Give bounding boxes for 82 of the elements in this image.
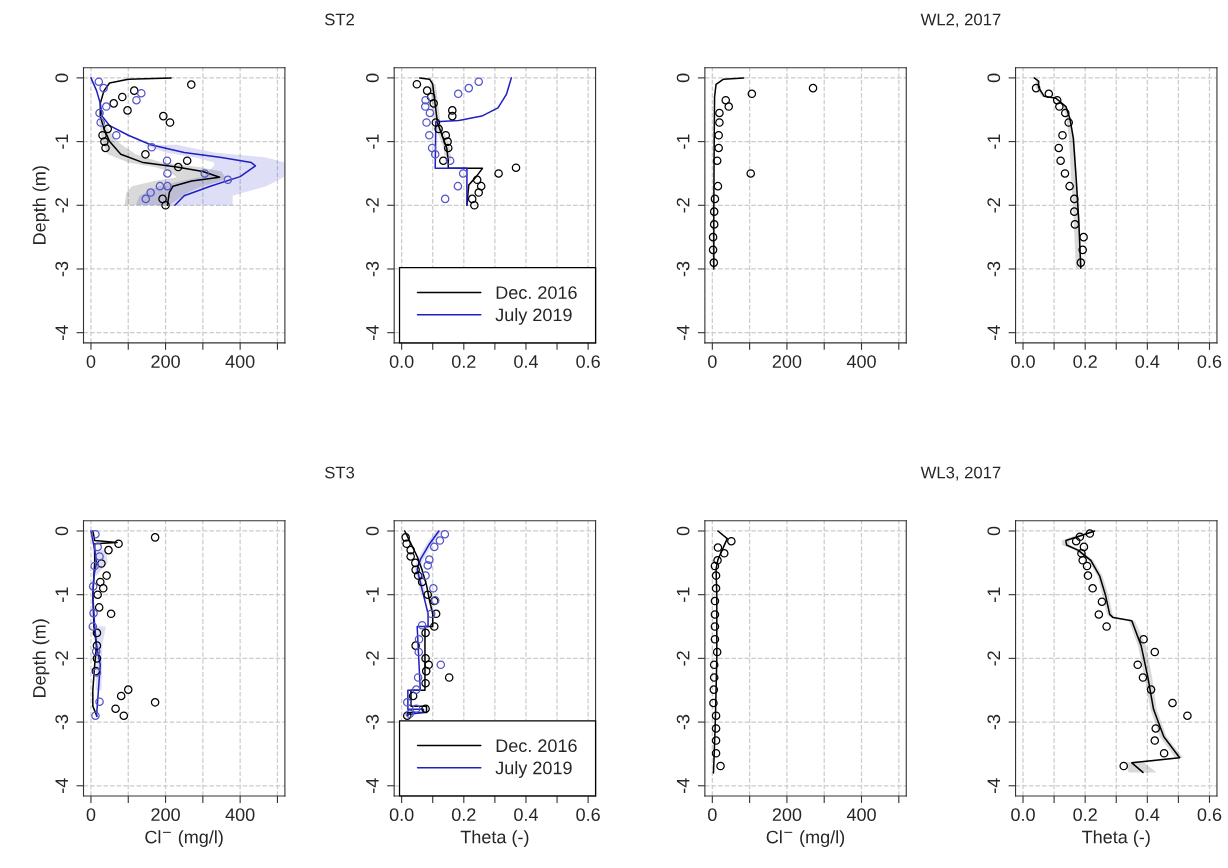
- y-tick-label: -4: [987, 778, 1000, 793]
- text: WL3, 2017: [920, 466, 1001, 481]
- y-tick-label: -2: [987, 651, 1000, 666]
- y-tick-label: -2: [55, 651, 68, 666]
- y-tick-label: 0: [55, 73, 69, 83]
- y-tick-label: -4: [987, 325, 1000, 340]
- y-tick-label: -4: [55, 325, 68, 340]
- y-tick-label: -1: [55, 134, 68, 149]
- x-tick-label: 200: [772, 355, 802, 368]
- x-tick-label: 400: [225, 355, 255, 368]
- x-tick-label: 0.4: [514, 355, 538, 368]
- x-tick-label: 0.2: [1073, 808, 1097, 822]
- x-tick-label: 0.0: [389, 808, 414, 822]
- x-tick-label: 0.2: [451, 355, 476, 368]
- y-tick-label: 0: [987, 73, 1001, 83]
- y-tick-label: -2: [676, 198, 690, 213]
- y-tick-label: -1: [987, 134, 1000, 149]
- y-tick-label: -4: [676, 325, 690, 340]
- y-tick-label: -3: [987, 714, 1001, 730]
- x-tick-label: 0.6: [576, 808, 600, 822]
- y-tick-label: -2: [366, 198, 379, 213]
- y-tick-label: -1: [987, 587, 1000, 602]
- y-tick-label: -3: [366, 261, 379, 277]
- y-tick-label: 0: [987, 526, 1001, 536]
- x-tick-label: 0.6: [1197, 355, 1222, 368]
- text: WL2, 2017: [920, 13, 1001, 28]
- x-tick-label: 0.6: [576, 355, 600, 368]
- x-axis-title: Theta (-): [460, 830, 529, 847]
- x-tick-label: 400: [846, 808, 876, 822]
- x-axis-title: Cl$^{−}$ (mg/l): [766, 830, 845, 847]
- y-tick-label: -2: [676, 651, 690, 666]
- y-tick-label: -2: [366, 651, 379, 666]
- y-tick-label: -1: [676, 134, 690, 149]
- x-tick-label: 0.0: [1011, 355, 1035, 368]
- x-tick-label: 0.0: [1011, 808, 1035, 822]
- text: ST3: [325, 466, 355, 479]
- x-tick-label: 0: [86, 808, 96, 822]
- y-tick-label: 0: [676, 526, 690, 536]
- x-tick-label: 0.4: [1135, 355, 1160, 368]
- x-tick-label: 0.4: [514, 808, 538, 822]
- x-tick-label: 0: [708, 808, 717, 822]
- y-tick-label: -1: [366, 134, 379, 149]
- y-tick-label: -4: [366, 778, 379, 793]
- y-tick-label: 0: [366, 526, 379, 536]
- y-tick-label: -3: [366, 714, 379, 730]
- y-tick-label: -3: [987, 261, 1001, 277]
- x-tick-label: 400: [225, 808, 255, 822]
- legend-label: Dec. 2016: [496, 286, 577, 299]
- legend-label: July 2019: [495, 307, 572, 325]
- y-tick-label: -4: [55, 778, 68, 793]
- x-tick-label: 200: [151, 355, 180, 368]
- y-tick-label: -3: [676, 714, 690, 730]
- x-tick-label: 0: [86, 355, 96, 368]
- y-tick-label: -1: [55, 587, 68, 602]
- x-tick-label: 0.4: [1135, 808, 1160, 822]
- text: ST2: [325, 13, 354, 26]
- y-axis-title: Depth (m): [32, 166, 50, 244]
- y-tick-label: -3: [676, 261, 690, 277]
- y-tick-label: -2: [55, 198, 68, 213]
- legend-label: July 2019: [495, 761, 572, 778]
- y-tick-label: -4: [676, 778, 690, 793]
- x-tick-label: 0.2: [451, 808, 476, 822]
- y-tick-label: -1: [676, 587, 690, 602]
- y-tick-label: 0: [55, 526, 69, 536]
- x-tick-label: 400: [846, 355, 876, 368]
- x-axis-title: Theta (-): [1082, 830, 1150, 847]
- x-tick-label: 0.2: [1073, 355, 1097, 368]
- x-tick-label: 0: [708, 355, 717, 368]
- y-tick-label: 0: [676, 73, 690, 83]
- x-tick-label: 0.6: [1197, 808, 1222, 822]
- y-tick-label: -4: [366, 325, 379, 340]
- y-axis-title: Depth (m): [32, 619, 50, 698]
- x-tick-label: 0.0: [389, 355, 414, 368]
- x-tick-label: 200: [151, 808, 180, 822]
- y-tick-label: -2: [987, 198, 1000, 213]
- y-tick-label: -1: [366, 587, 379, 602]
- y-tick-label: -3: [55, 261, 69, 277]
- y-tick-label: -3: [55, 714, 69, 730]
- legend-label: Dec. 2016: [496, 739, 577, 753]
- y-tick-label: 0: [366, 73, 379, 83]
- x-axis-title: Cl$^{−}$ (mg/l): [145, 830, 223, 847]
- x-tick-label: 200: [772, 808, 802, 822]
